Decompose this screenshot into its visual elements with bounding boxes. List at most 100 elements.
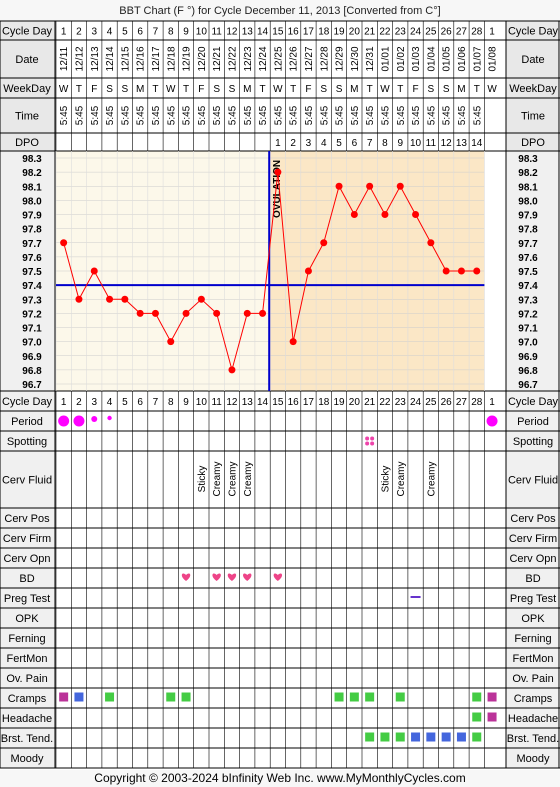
header-cell-weekday: W [166,84,176,95]
header-cell-time: 5:45 [227,105,238,125]
cerv-fluid-label: Sticky [380,466,391,493]
row-label-dpo: DPO [15,137,39,149]
y-tick-label-right: 97.8 [518,225,538,236]
temperature-point [121,295,129,303]
header-cell-cycle_day: 27 [456,27,468,38]
cramps-mark [365,692,375,702]
row-label-right-cerv_firm: Cerv Firm [509,533,557,545]
lower-cycle-day: 27 [456,397,468,408]
temperature-point [243,309,251,317]
header-cell-dpo: 5 [336,138,342,149]
header-cell-time: 5:45 [335,105,346,125]
header-cell-dpo: 10 [410,138,422,149]
y-tick-label: 97.3 [22,295,42,306]
headache-mark [472,712,482,722]
header-cell-weekday: S [428,84,435,95]
header-cell-cycle_day: 6 [137,27,143,38]
period-dot [73,415,85,427]
header-cell-time: 5:45 [105,105,116,125]
y-tick-label-right: 97.1 [518,324,538,335]
header-cell-time: 5:45 [319,105,330,125]
header-cell-dpo: 4 [321,138,327,149]
header-cell-dpo: 12 [441,138,453,149]
row-label-right-moody: Moody [516,753,550,765]
header-cell-weekday: T [183,84,189,95]
header-cell-weekday: S [106,84,113,95]
row-label-right-ov_pain: Ov. Pain [512,673,553,685]
row-label-fertmon: FertMon [7,653,48,665]
header-cell-dpo: 2 [290,138,296,149]
temperature-point [136,309,144,317]
header-cell-weekday: W [59,84,69,95]
temperature-point [151,309,159,317]
header-cell-date: 12/20 [197,46,208,71]
header-cell-weekday: M [457,84,465,95]
temperature-point [366,182,374,190]
cramps-mark [166,692,176,702]
temperature-point [427,239,435,247]
header-cell-time: 5:45 [74,105,85,125]
header-cell-cycle_day: 5 [122,27,128,38]
header-cell-cycle_day: 20 [349,27,361,38]
header-cell-weekday: T [152,84,158,95]
y-tick-label: 96.9 [22,352,42,363]
header-cell-dpo: 7 [367,138,373,149]
lower-cycle-day: 28 [471,397,483,408]
y-tick-label-right: 97.7 [518,239,538,250]
header-cell-time: 5:45 [273,105,284,125]
temperature-point [350,211,358,218]
header-cell-weekday: M [243,84,251,95]
lower-cycle-day: 10 [196,397,208,408]
cramps-mark [181,692,191,702]
period-dot [107,415,112,421]
header-cell-weekday: T [367,84,373,95]
header-cell-time: 5:45 [396,105,407,125]
spotting-dot [365,436,370,441]
cramps-mark [74,692,84,702]
brst-tend-mark [411,732,421,742]
header-cell-date: 12/24 [258,46,269,71]
y-tick-label: 97.2 [22,309,42,320]
header-cell-weekday: T [290,84,296,95]
temperature-point [473,267,481,275]
header-cell-cycle_day: 14 [257,27,269,38]
header-cell-weekday: S [229,84,236,95]
header-cell-dpo: 11 [426,138,437,149]
bd-heart-icon [212,573,221,581]
header-cell-dpo: 13 [456,138,468,149]
temperature-point [442,267,450,275]
header-cell-time: 5:45 [426,105,437,125]
cerv-fluid-label: Sticky [197,466,208,493]
temperature-point [289,338,297,346]
row-label-preg_test: Preg Test [4,593,50,605]
temperature-point [274,168,282,176]
lower-cycle-day: 15 [272,397,284,408]
y-tick-label-right: 97.6 [518,253,538,264]
header-cell-weekday: S [336,84,343,95]
y-tick-label: 96.8 [22,366,42,377]
header-cell-weekday: S [213,84,220,95]
row-label-date: Date [15,54,38,66]
header-cell-weekday: F [412,84,418,95]
header-cell-time: 5:45 [472,105,483,125]
lower-cycle-day: 11 [211,397,222,408]
y-tick-label-right: 96.8 [518,366,538,377]
header-cell-cycle_day: 25 [425,27,437,38]
lower-cycle-day: 20 [349,397,361,408]
row-label-ov_pain: Ov. Pain [6,673,47,685]
header-cell-time: 5:45 [120,105,131,125]
brst-tend-mark [456,732,466,742]
table-background [0,21,560,770]
header-cell-cycle_day: 1 [61,27,67,38]
cramps-mark [59,692,69,702]
y-tick-label: 97.5 [22,267,42,278]
y-tick-label-right: 96.7 [518,380,538,391]
header-cell-time: 5:45 [258,105,269,125]
header-cell-cycle_day: 7 [153,27,159,38]
row-label-right-cycle_day: Cycle Day [508,396,559,408]
spotting-dot [365,441,370,446]
cramps-mark [395,692,405,702]
row-label-cerv_fluid: Cerv Fluid [2,475,52,487]
lower-cycle-day: 8 [168,397,174,408]
